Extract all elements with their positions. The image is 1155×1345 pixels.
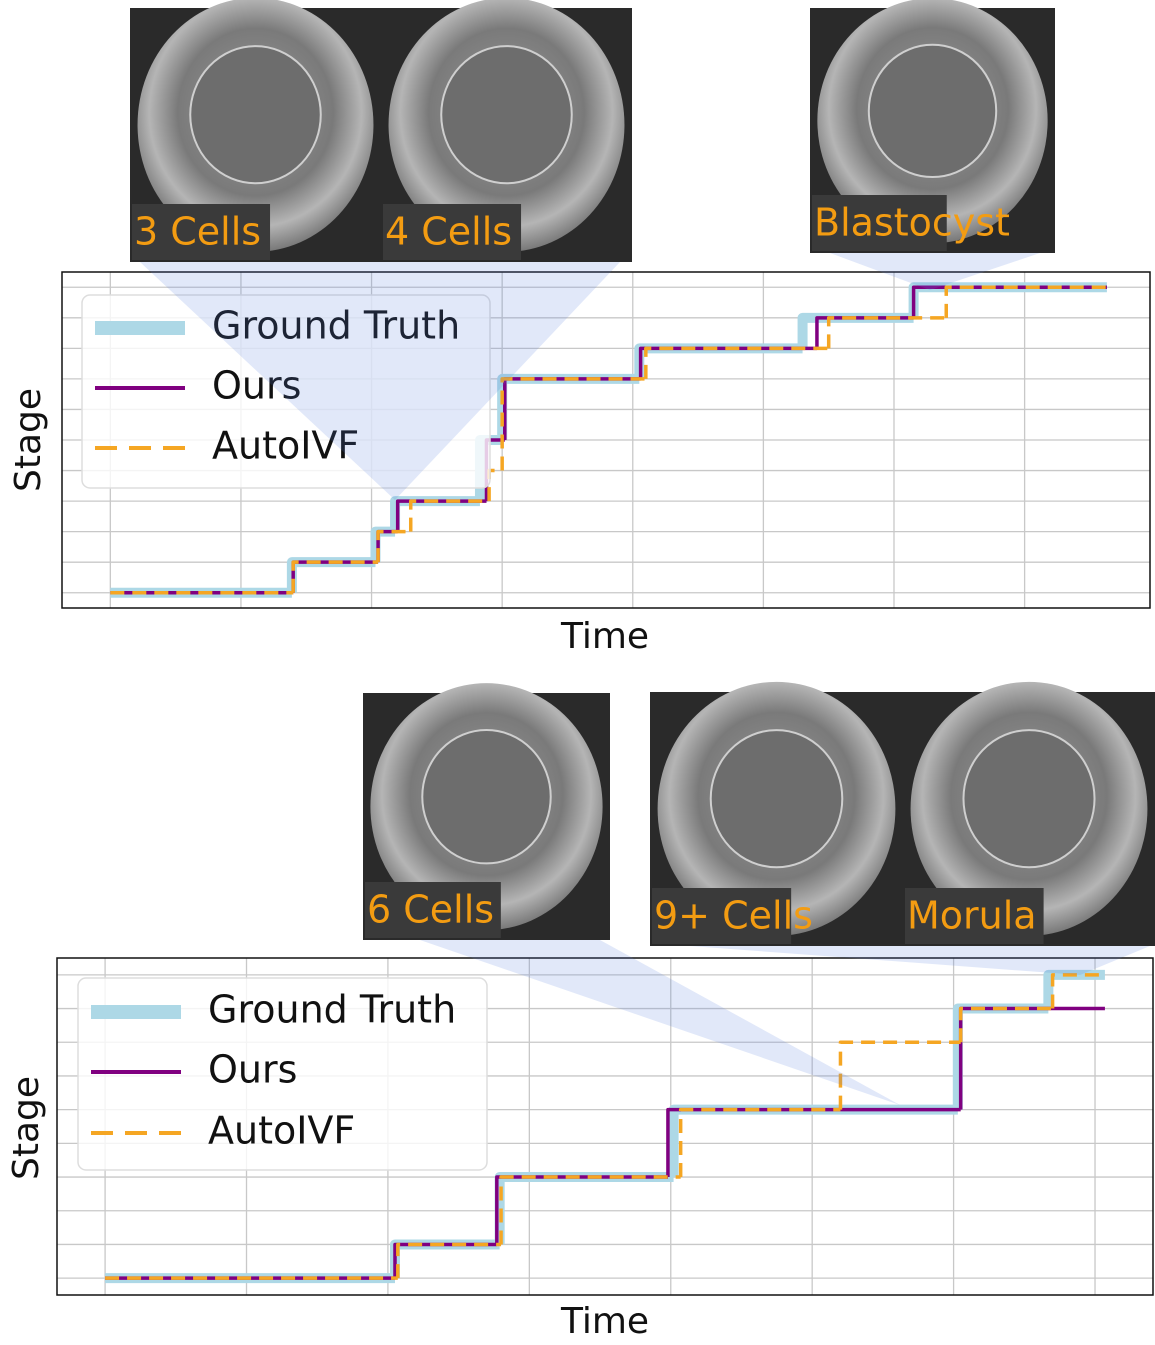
annotation-label: 4 Cells [385, 210, 512, 254]
embryo-cell [441, 46, 572, 183]
embryo-cell [963, 730, 1094, 867]
annotation-label: Morula [907, 894, 1037, 938]
embryo-cell [190, 46, 321, 183]
legend-label: AutoIVF [208, 1109, 355, 1153]
embryo-cell [869, 45, 996, 177]
y-axis-label: Stage [6, 1076, 47, 1180]
legend-label: Ground Truth [208, 988, 456, 1032]
y-axis-label: Stage [8, 388, 49, 492]
embryo-cell [422, 730, 550, 863]
x-axis-label: Time [560, 1301, 649, 1342]
annotation-label: 6 Cells [367, 888, 494, 932]
annotation-label: 3 Cells [134, 210, 261, 254]
x-axis-label: Time [560, 616, 649, 657]
annotation-label: 9+ Cells [654, 894, 813, 938]
embryo-cell [711, 730, 843, 867]
legend-label: Ours [208, 1048, 297, 1092]
figure: Ground Truth Ours AutoIVF Time Stage 3 Cells 4… [0, 0, 1155, 1345]
annotation-label: Blastocyst [814, 201, 1010, 245]
